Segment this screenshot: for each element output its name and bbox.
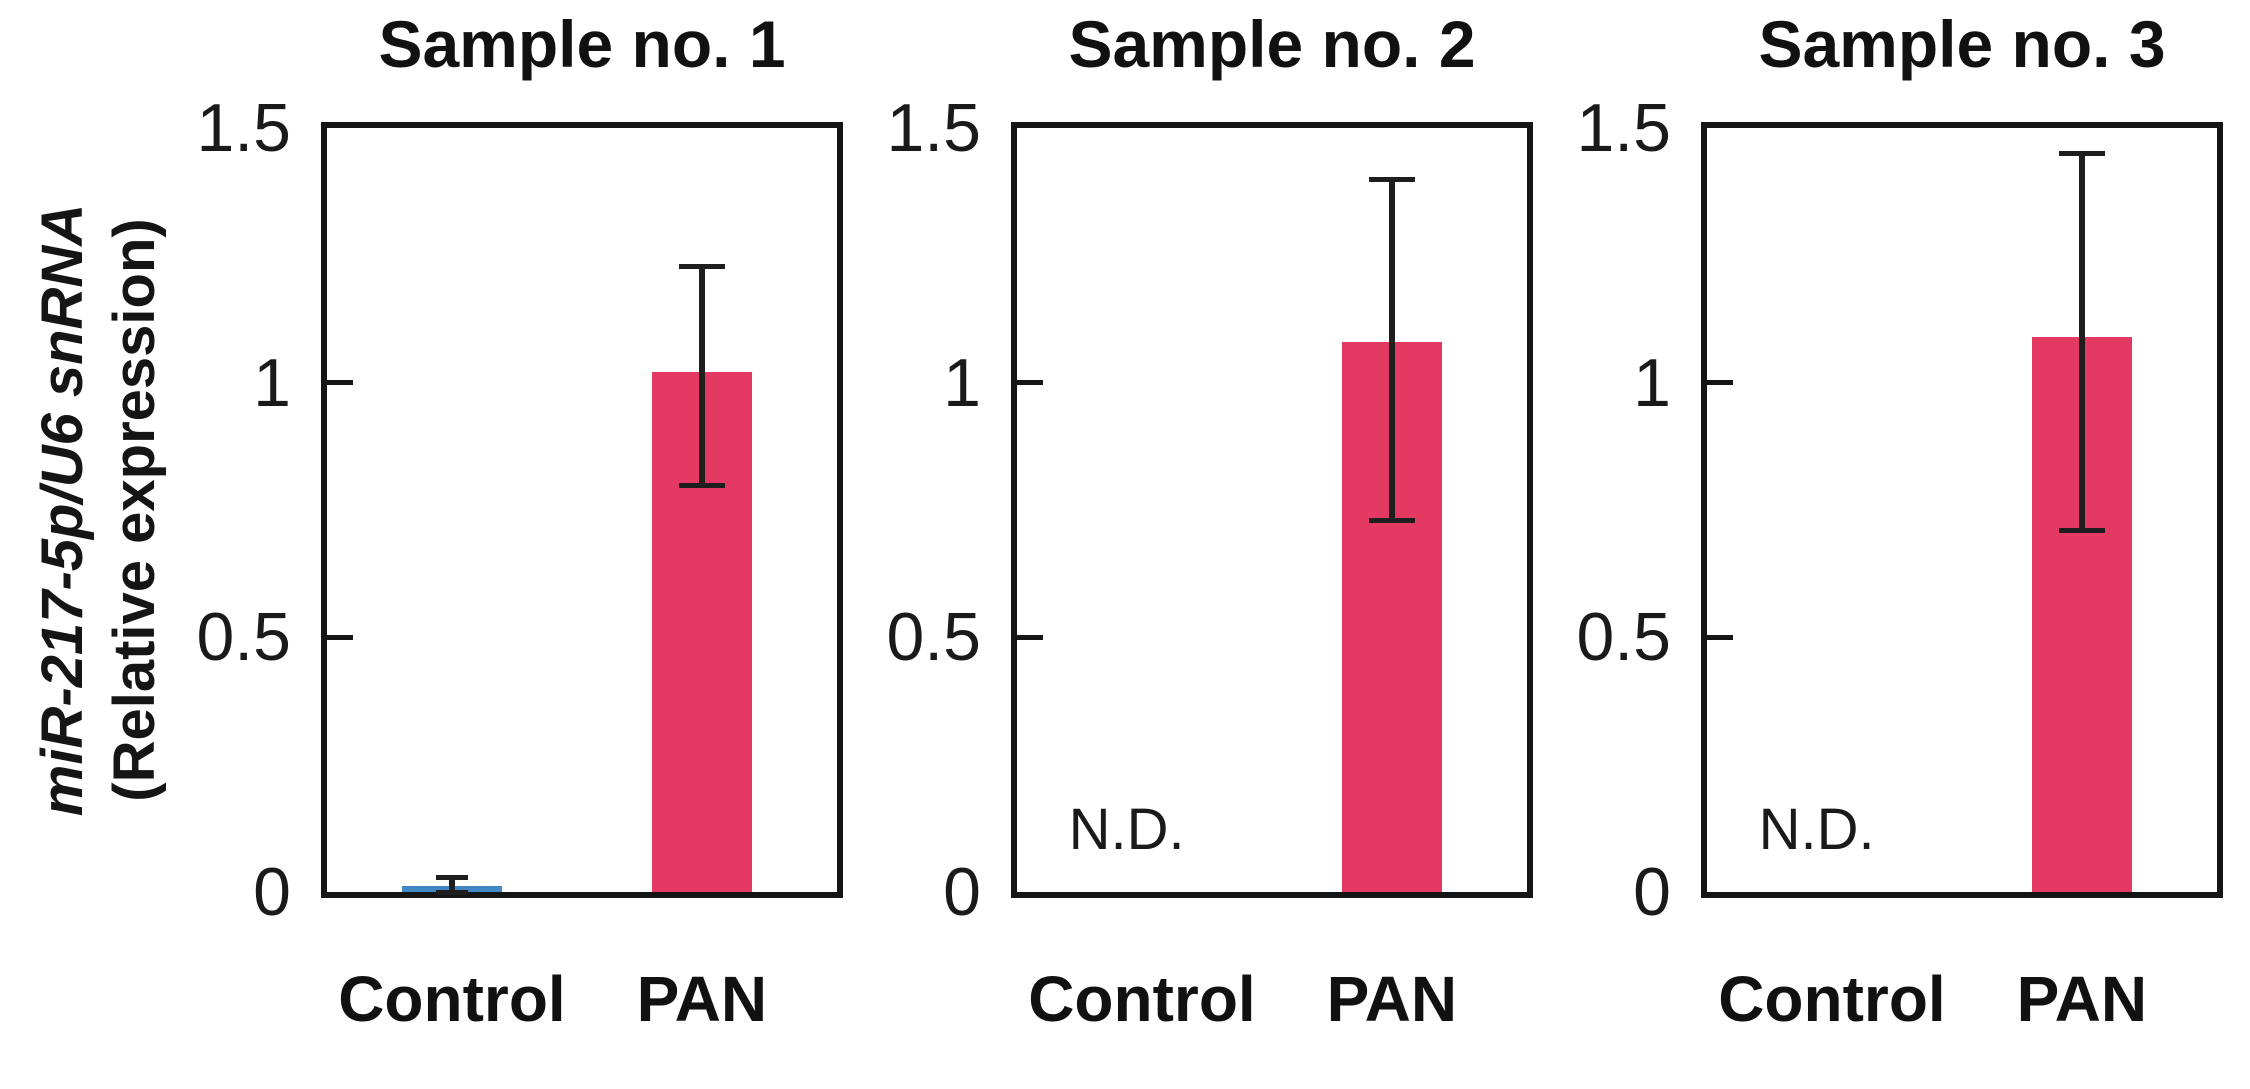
y-axis-label: miR-217-5p/U6 snRNA (Relative expression… (27, 50, 183, 970)
y-tick-mark (1707, 634, 1733, 640)
plot-box (1701, 122, 2223, 898)
panel-title: Sample no. 1 (378, 7, 786, 81)
error-bar-cap-top (678, 263, 725, 269)
y-tick-mark (1017, 634, 1043, 640)
error-bar-cap-top (1368, 176, 1415, 182)
category-label-pan: PAN (1326, 963, 1458, 1035)
y-tick-label: 0 (1633, 854, 1671, 930)
y-tick-label: 0.5 (196, 599, 291, 676)
error-bar-cap-top (2058, 151, 2105, 157)
y-tick-label: 1.5 (1576, 90, 1671, 166)
y-tick-mark (1017, 380, 1043, 386)
error-bar-line (698, 265, 705, 485)
y-tick-mark (1707, 380, 1733, 386)
y-tick-label: 1.5 (196, 90, 291, 166)
y-tick-label: 1 (253, 344, 291, 421)
nd-label: N.D. (1068, 797, 1185, 862)
plot-box (321, 122, 843, 898)
error-bar-cap-bottom (1368, 518, 1415, 524)
y-tick-mark (327, 634, 353, 640)
y-tick-label: 0.5 (886, 599, 981, 676)
error-bar-cap-bottom (2058, 528, 2105, 534)
error-bar-line (1388, 178, 1395, 521)
y-tick-label: 1.5 (886, 90, 981, 166)
category-label-pan: PAN (2016, 963, 2148, 1035)
nd-label: N.D. (1758, 797, 1875, 862)
panel-title: Sample no. 2 (1068, 7, 1476, 81)
y-tick-label: 1 (1633, 344, 1671, 421)
y-tick-label: 1 (943, 344, 981, 421)
category-label-pan: PAN (636, 963, 768, 1035)
category-label-control: Control (1028, 963, 1256, 1035)
error-bar-line (2078, 153, 2085, 531)
y-tick-label: 0 (253, 854, 291, 930)
error-bar-line (448, 876, 455, 892)
y-tick-label: 0.5 (1576, 599, 1671, 676)
category-label-control: Control (1718, 963, 1946, 1035)
category-label-control: Control (338, 963, 566, 1035)
y-axis-label-line2: (Relative expression) (102, 218, 167, 802)
error-bar-cap-bottom (435, 890, 468, 895)
y-axis-label-line1: miR-217-5p/U6 snRNA (30, 203, 95, 817)
error-bar-cap-bottom (678, 482, 725, 488)
y-tick-mark (327, 380, 353, 386)
panel-title: Sample no. 3 (1758, 7, 2166, 81)
error-bar-cap-top (435, 874, 468, 880)
plot-box (1011, 122, 1533, 898)
y-tick-label: 0 (943, 854, 981, 930)
